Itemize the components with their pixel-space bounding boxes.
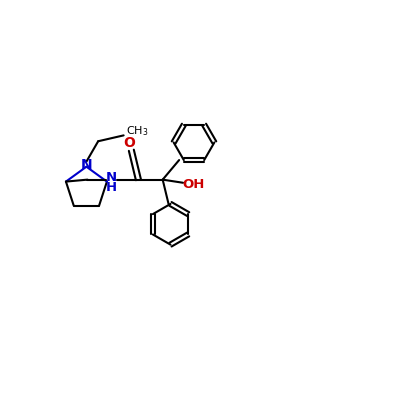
- Text: N: N: [106, 171, 117, 184]
- Text: CH$_3$: CH$_3$: [126, 124, 148, 138]
- Text: O: O: [124, 136, 135, 150]
- Text: N: N: [81, 158, 92, 172]
- Text: H: H: [106, 181, 117, 194]
- Text: OH: OH: [183, 178, 205, 191]
